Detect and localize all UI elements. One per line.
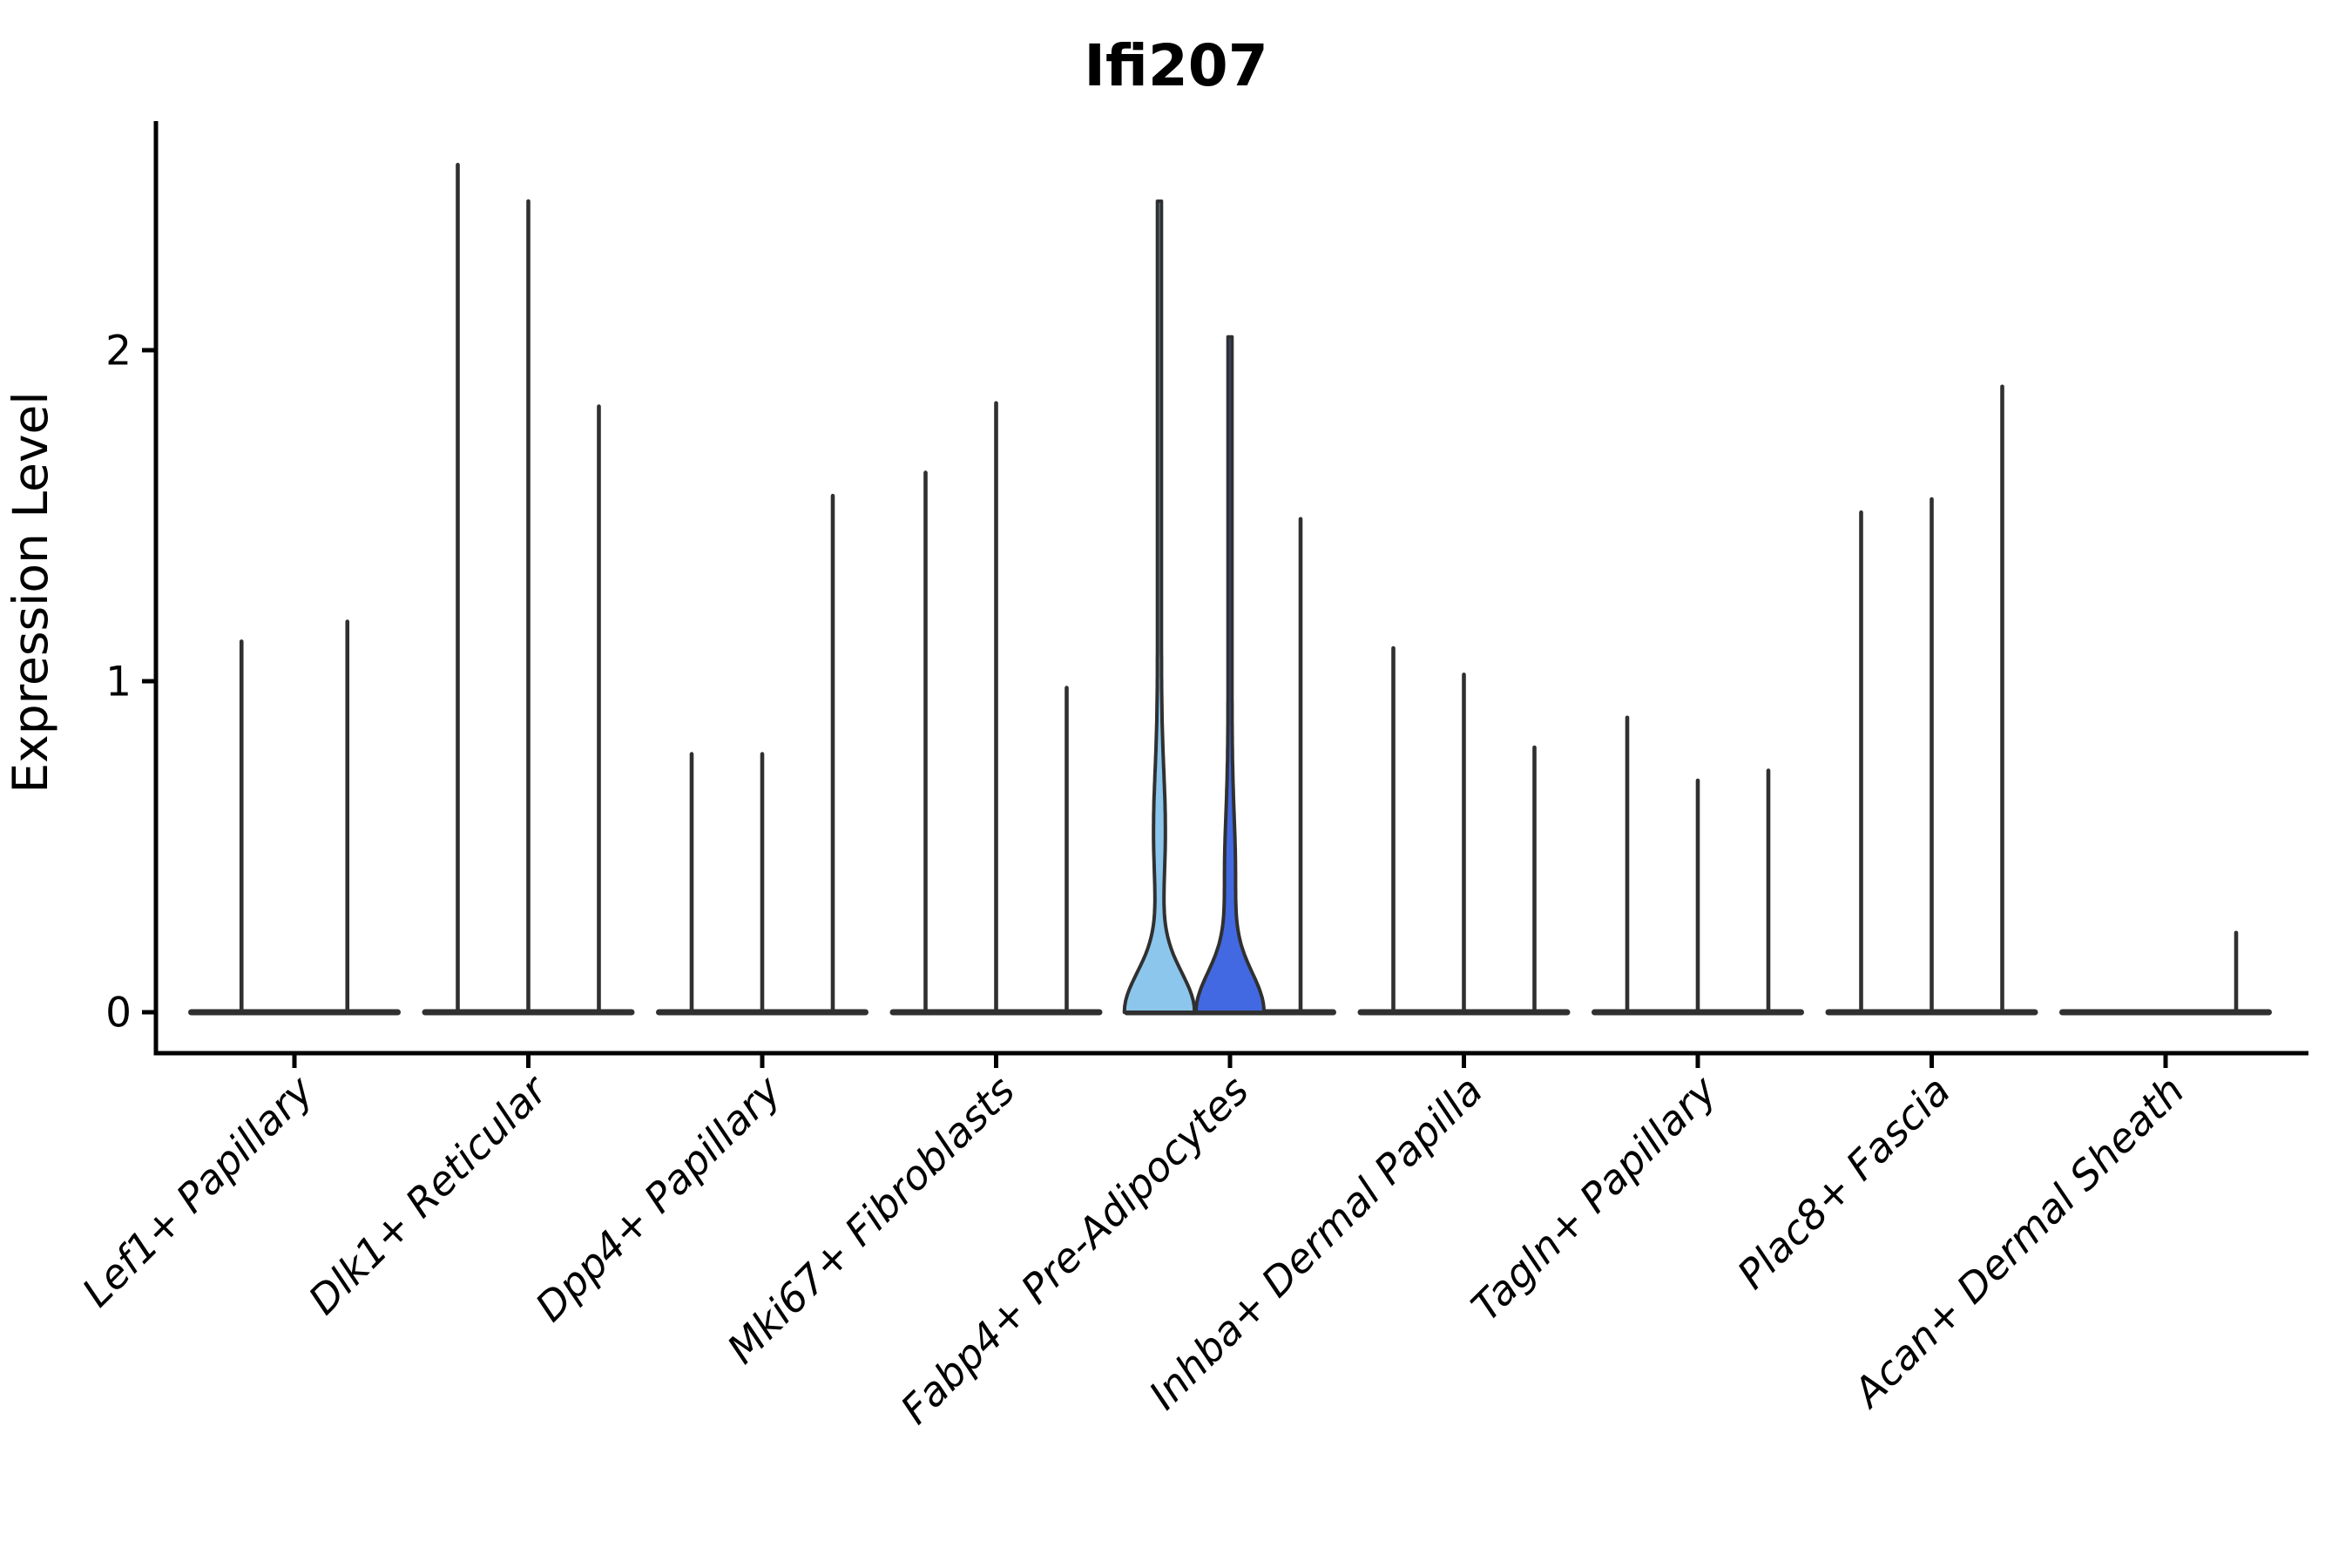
plot-title: Ifi207 bbox=[1084, 32, 1267, 99]
violin-group bbox=[889, 401, 1103, 1016]
x-tick-label: Plac8+ Fascia bbox=[1728, 1067, 1959, 1298]
y-axis-label: Expression Level bbox=[3, 391, 58, 793]
violin-group bbox=[1122, 199, 1336, 1016]
violin-group bbox=[422, 162, 635, 1016]
x-tick-label: Dlk1+ Reticular bbox=[300, 1064, 558, 1323]
violin-group bbox=[1825, 384, 2038, 1016]
y-tick-label: 0 bbox=[105, 989, 132, 1037]
axes-layer: 0 1 2 bbox=[105, 121, 2308, 1068]
violin-group bbox=[2059, 930, 2272, 1016]
violin-group bbox=[188, 619, 401, 1016]
y-tick-label: 1 bbox=[105, 658, 132, 706]
violins-layer bbox=[188, 162, 2272, 1016]
y-tick-label: 2 bbox=[105, 327, 132, 375]
violin-body-dark_blue bbox=[1194, 335, 1266, 1014]
violin-body-light_blue bbox=[1122, 199, 1197, 1014]
violin-group bbox=[656, 493, 868, 1016]
x-tick-label: Tagln+ Papillary bbox=[1462, 1066, 1726, 1330]
x-tick-label: Lef1+ Papillary bbox=[73, 1066, 322, 1315]
violin-group bbox=[1357, 645, 1571, 1016]
violin-group bbox=[1592, 715, 1804, 1016]
x-tick-label: Dpp4+ Papillary bbox=[526, 1066, 790, 1330]
